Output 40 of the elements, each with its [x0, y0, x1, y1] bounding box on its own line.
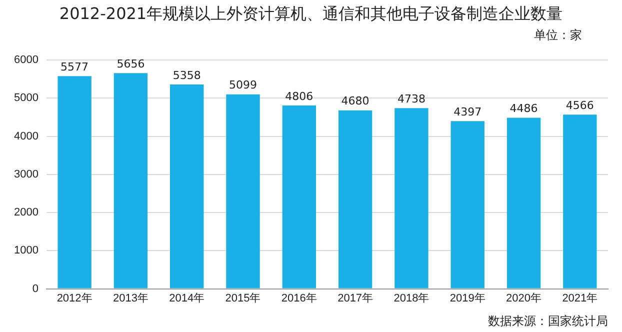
x-tick-label: 2019年 — [450, 292, 486, 304]
x-tick-label: 2021年 — [562, 292, 598, 304]
data-label: 5656 — [116, 57, 145, 70]
bar — [170, 84, 204, 288]
data-label: 4566 — [566, 99, 594, 112]
y-tick-label: 1000 — [14, 244, 38, 257]
data-label: 5358 — [172, 68, 201, 82]
bar — [226, 94, 260, 288]
y-tick-label: 3000 — [14, 168, 38, 180]
chart-title: 2012-2021年规模以上外资计算机、通信和其他电子设备制造企业数量 — [58, 4, 564, 25]
y-tick-label: 2000 — [14, 206, 38, 219]
bar — [450, 121, 484, 288]
data-label: 4738 — [397, 92, 426, 106]
y-tick-label: 6000 — [14, 54, 38, 66]
x-tick-label: 2013年 — [112, 292, 148, 304]
x-tick-label: 2016年 — [281, 292, 317, 304]
bar — [282, 106, 316, 288]
data-label: 5099 — [229, 78, 258, 92]
x-tick-label: 2017年 — [338, 292, 374, 304]
bar — [58, 76, 92, 288]
data-label: 4680 — [341, 94, 370, 108]
y-tick-label: 4000 — [14, 130, 38, 142]
x-tick-label: 2014年 — [169, 292, 205, 304]
x-tick-label: 2020年 — [506, 292, 542, 304]
data-label: 5577 — [60, 60, 89, 74]
data-label: 4397 — [454, 105, 482, 118]
data-label: 4486 — [510, 102, 538, 116]
bar — [338, 110, 372, 288]
y-tick-label: 5000 — [14, 92, 38, 104]
x-tick-label: 2015年 — [225, 292, 261, 304]
text: 单位：家 — [534, 27, 582, 44]
data-label: 4806 — [285, 90, 314, 103]
x-tick-label: 2012年 — [56, 292, 92, 304]
y-tick-label: 0 — [32, 282, 38, 295]
source-note: 数据来源：国家统计局 — [488, 313, 608, 330]
x-tick-label: 2018年 — [394, 292, 430, 304]
bar — [114, 73, 148, 288]
bar — [563, 114, 597, 288]
bar — [394, 108, 428, 288]
bar — [506, 118, 541, 288]
